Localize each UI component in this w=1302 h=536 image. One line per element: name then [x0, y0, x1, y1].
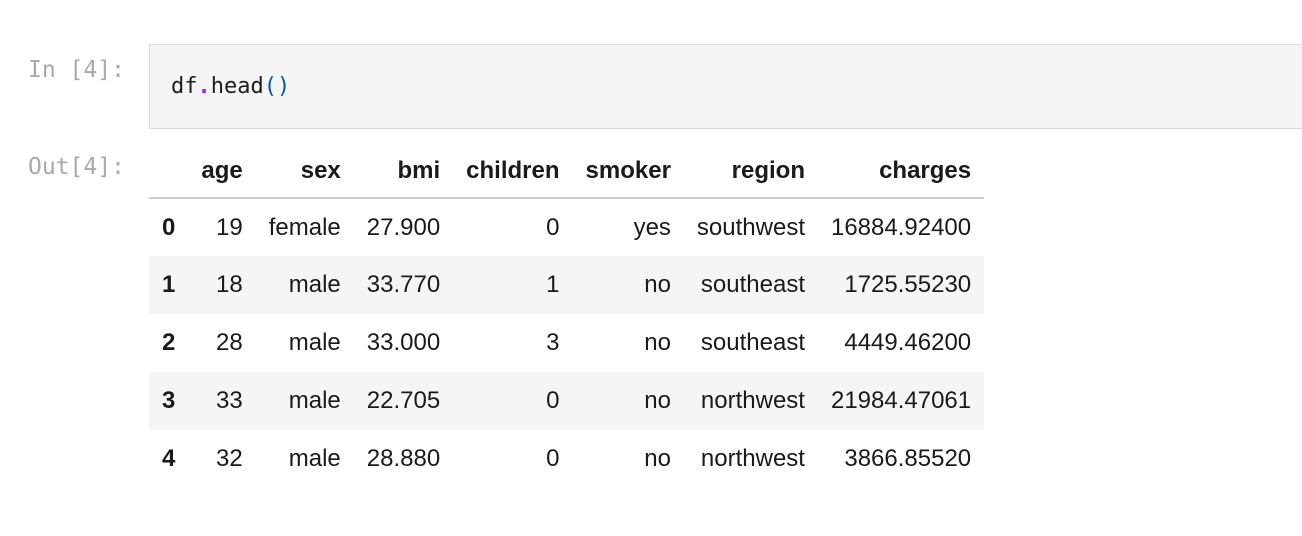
output-area: age sex bmi children smoker region charg…: [149, 145, 985, 488]
cell-bmi: 27.900: [366, 213, 441, 241]
cell-charges: 16884.92400: [830, 213, 972, 241]
cell-sex: male: [288, 271, 341, 298]
column-header-age: age: [188, 145, 256, 199]
column-header-sex: sex: [255, 145, 354, 199]
cell-bmi: 33.770: [366, 271, 441, 298]
table-row: 2 28 male 33.000 3 no southeast 4449.462…: [149, 314, 984, 372]
cell-region: northwest: [700, 387, 805, 414]
column-header-region: region: [683, 145, 818, 199]
code-method: head: [210, 74, 264, 99]
input-prompt: In [4]:: [28, 57, 125, 83]
code-dot-operator: .: [197, 74, 211, 99]
code-parens: (): [263, 74, 291, 99]
cell-age: 19: [216, 213, 243, 241]
row-index: 3: [162, 387, 176, 414]
cell-region: southwest: [696, 213, 805, 241]
index-header: [149, 145, 189, 199]
dataframe-table: age sex bmi children smoker region charg…: [149, 145, 985, 488]
cell-sex: female: [268, 213, 341, 241]
row-index: 2: [162, 329, 176, 356]
row-index: 4: [162, 445, 176, 472]
cell-age: 28: [216, 329, 243, 356]
table-row: 4 32 male 28.880 0 no northwest 3866.855…: [149, 430, 984, 488]
row-index: 1: [162, 271, 176, 298]
table-row: 3 33 male 22.705 0 no northwest 21984.47…: [149, 372, 985, 430]
column-header-smoker: smoker: [572, 145, 684, 199]
cell-children: 1: [546, 271, 560, 298]
cell-region: northwest: [700, 445, 805, 472]
cell-age: 18: [216, 271, 243, 298]
column-header-children: children: [453, 145, 573, 199]
cell-bmi: 28.880: [366, 445, 441, 472]
cell-age: 32: [216, 445, 243, 472]
cell-region: southeast: [700, 271, 805, 298]
cut-off-text-fragment: [542, 0, 564, 4]
header-row: age sex bmi children smoker region charg…: [149, 145, 985, 199]
cell-smoker: yes: [633, 213, 671, 241]
cell-smoker: no: [644, 329, 671, 356]
cell-children: 3: [546, 329, 560, 356]
table-row: 0 19 female 27.900 0 yes southwest 16884…: [149, 198, 984, 256]
cell-charges: 4449.46200: [844, 329, 972, 356]
cell-children: 0: [546, 387, 560, 414]
cell-sex: male: [288, 387, 341, 414]
cell-charges: 1725.55230: [844, 271, 972, 298]
column-header-bmi: bmi: [353, 145, 454, 199]
cell-region: southeast: [700, 329, 805, 356]
cell-smoker: no: [644, 387, 671, 414]
cell-sex: male: [288, 445, 341, 472]
cell-age: 33: [216, 387, 243, 414]
row-index: 0: [162, 213, 176, 241]
cell-children: 0: [546, 213, 560, 241]
cell-children: 0: [546, 445, 560, 472]
output-prompt: Out[4]:: [28, 154, 125, 180]
table-row: 1 18 male 33.770 1 no southeast 1725.552…: [149, 256, 985, 314]
cell-charges: 3866.85520: [844, 445, 972, 472]
code-line[interactable]: df.head(): [171, 74, 290, 99]
cell-bmi: 22.705: [366, 387, 441, 414]
cell-smoker: no: [644, 271, 671, 298]
code-input-area[interactable]: df.head(): [149, 44, 1302, 129]
cell-smoker: no: [644, 445, 671, 472]
cell-bmi: 33.000: [366, 329, 441, 356]
cell-charges: 21984.47061: [830, 387, 972, 414]
cell-sex: male: [288, 329, 341, 356]
column-header-charges: charges: [817, 145, 985, 199]
code-object: df: [171, 74, 198, 99]
